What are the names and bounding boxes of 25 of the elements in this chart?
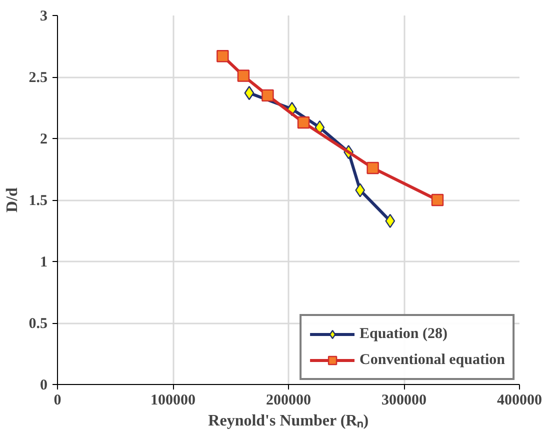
point (431, 194, 444, 206)
point (366, 162, 379, 174)
y-tick-label: 2.5 (28, 70, 48, 86)
legend-label: Equation (28) (360, 326, 448, 342)
x-tick-label: 300000 (382, 392, 426, 408)
point (385, 214, 396, 228)
x-axis-title: Reynold's Number (Rₙ) (208, 412, 369, 430)
legend-label: Conventional equation (360, 352, 505, 368)
point (216, 50, 229, 62)
point (297, 116, 310, 129)
y-tick-label: 0.5 (28, 316, 48, 332)
y-axis-title: D/d (4, 187, 21, 212)
point (237, 70, 250, 82)
point (355, 183, 366, 198)
point (262, 89, 274, 102)
y-tick-label: 1 (40, 254, 48, 270)
x-tick-label: 100000 (150, 392, 196, 408)
x-tick-label: 200000 (266, 392, 311, 408)
x-tick-label: 0 (54, 392, 62, 408)
x-tick-label: 400000 (497, 392, 542, 408)
point (244, 86, 254, 100)
y-tick-label: 2 (40, 132, 48, 148)
y-tick-label: 0 (40, 378, 48, 394)
y-tick-label: 1.5 (28, 193, 48, 209)
y-tick-label: 3 (40, 8, 48, 24)
